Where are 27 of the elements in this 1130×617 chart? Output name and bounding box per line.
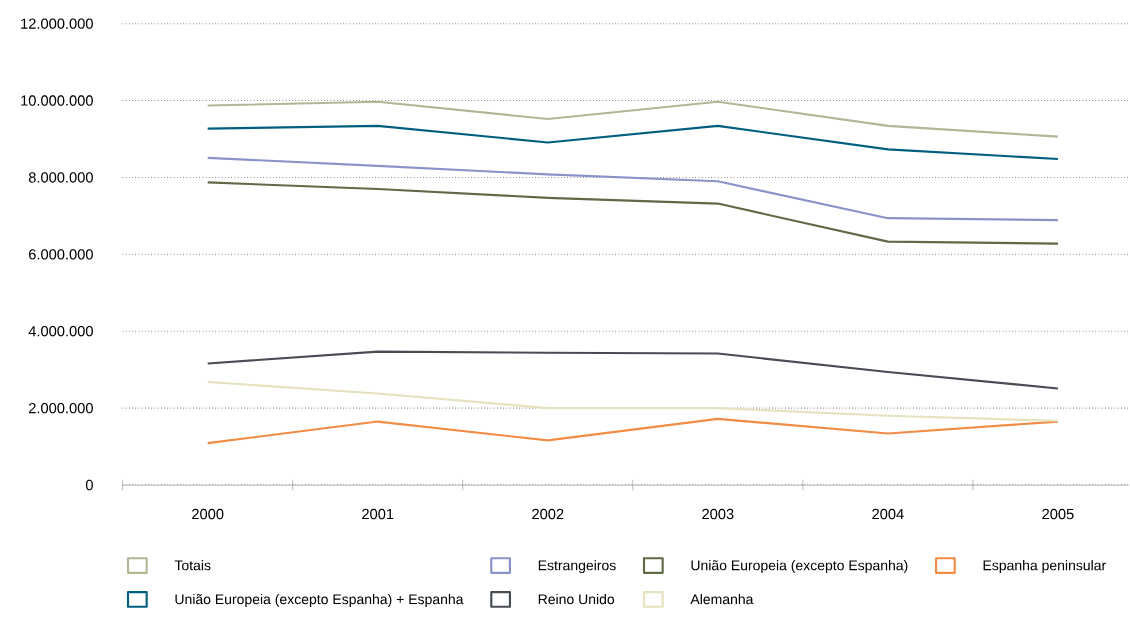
y-tick-label: 4.000.000 [28,326,93,337]
line-series [206,156,1059,222]
line-series [206,417,1059,445]
legend-label: Totais [174,560,211,571]
y-tick-label: 12.000.000 [21,18,93,29]
y-tick-label: 10.000.000 [21,95,93,106]
y-tick-label: 6.000.000 [29,249,93,260]
legend-label: União Europeia (excepto Espanha) + Espanha [175,593,464,607]
x-tick-label: 2001 [362,508,394,520]
line-series [206,100,1059,138]
x-tick-label: 2002 [532,508,564,520]
legend-label: União Europeia (excepto Espanha) [691,560,908,574]
x-tick-label: 2000 [192,508,224,520]
line-series [206,380,1059,422]
y-tick-label: 0 [85,479,93,491]
x-tick-label: 2005 [1042,508,1074,520]
x-tick-label: 2004 [872,508,904,520]
y-tick-label: 2.000.000 [28,402,93,414]
line-series [206,181,1059,245]
legend-label: Espanha peninsular [983,560,1106,574]
legend-label: Reino Unido [538,593,615,605]
y-tick-label: 8.000.000 [28,172,93,183]
x-tick-label: 2003 [702,508,734,520]
line-series [206,124,1059,161]
line-series [206,350,1059,390]
legend-label: Estrangeiros [538,560,616,574]
legend-label: Alemanha [690,593,754,605]
